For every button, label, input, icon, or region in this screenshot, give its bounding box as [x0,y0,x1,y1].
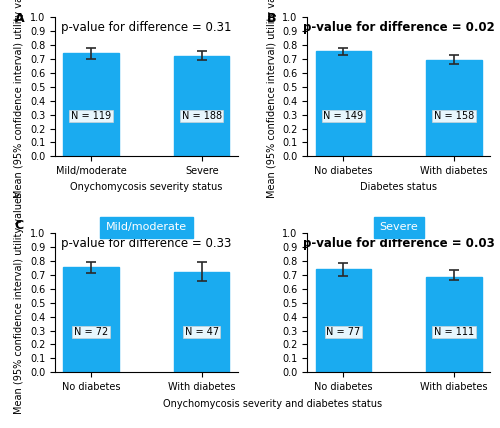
Y-axis label: Mean (95% confidence interval) utility values: Mean (95% confidence interval) utility v… [14,192,24,414]
X-axis label: Onychomycosis severity status: Onychomycosis severity status [70,182,222,192]
Text: p-value for difference = 0.31: p-value for difference = 0.31 [61,21,232,34]
X-axis label: Diabetes status: Diabetes status [360,182,437,192]
Bar [174,272,230,372]
Text: A: A [15,12,24,24]
Text: N = 149: N = 149 [323,111,364,121]
Bar [64,267,118,372]
Text: p-value for difference = 0.33: p-value for difference = 0.33 [61,237,232,250]
Title: Mild/moderate: Mild/moderate [106,222,187,232]
Y-axis label: Mean (95% confidence interval) utility values: Mean (95% confidence interval) utility v… [266,0,276,198]
Text: N = 47: N = 47 [184,327,219,337]
Text: p-value for difference = 0.02: p-value for difference = 0.02 [302,21,494,34]
Bar [64,54,118,156]
Text: N = 119: N = 119 [71,111,111,121]
Title: Severe: Severe [379,222,418,232]
Bar [174,56,230,156]
Text: C: C [15,219,24,232]
Bar [316,269,371,372]
Text: N = 158: N = 158 [434,111,474,121]
Text: N = 111: N = 111 [434,327,474,337]
Bar [426,277,482,372]
Bar [426,59,482,156]
Y-axis label: Mean (95% confidence interval) utility values: Mean (95% confidence interval) utility v… [14,0,24,198]
Text: Onychomycosis severity and diabetes status: Onychomycosis severity and diabetes stat… [163,399,382,409]
Text: N = 77: N = 77 [326,327,360,337]
Text: p-value for difference = 0.03: p-value for difference = 0.03 [302,237,494,250]
Text: N = 72: N = 72 [74,327,108,337]
Text: N = 188: N = 188 [182,111,222,121]
Text: B: B [267,12,276,24]
Bar [316,51,371,156]
